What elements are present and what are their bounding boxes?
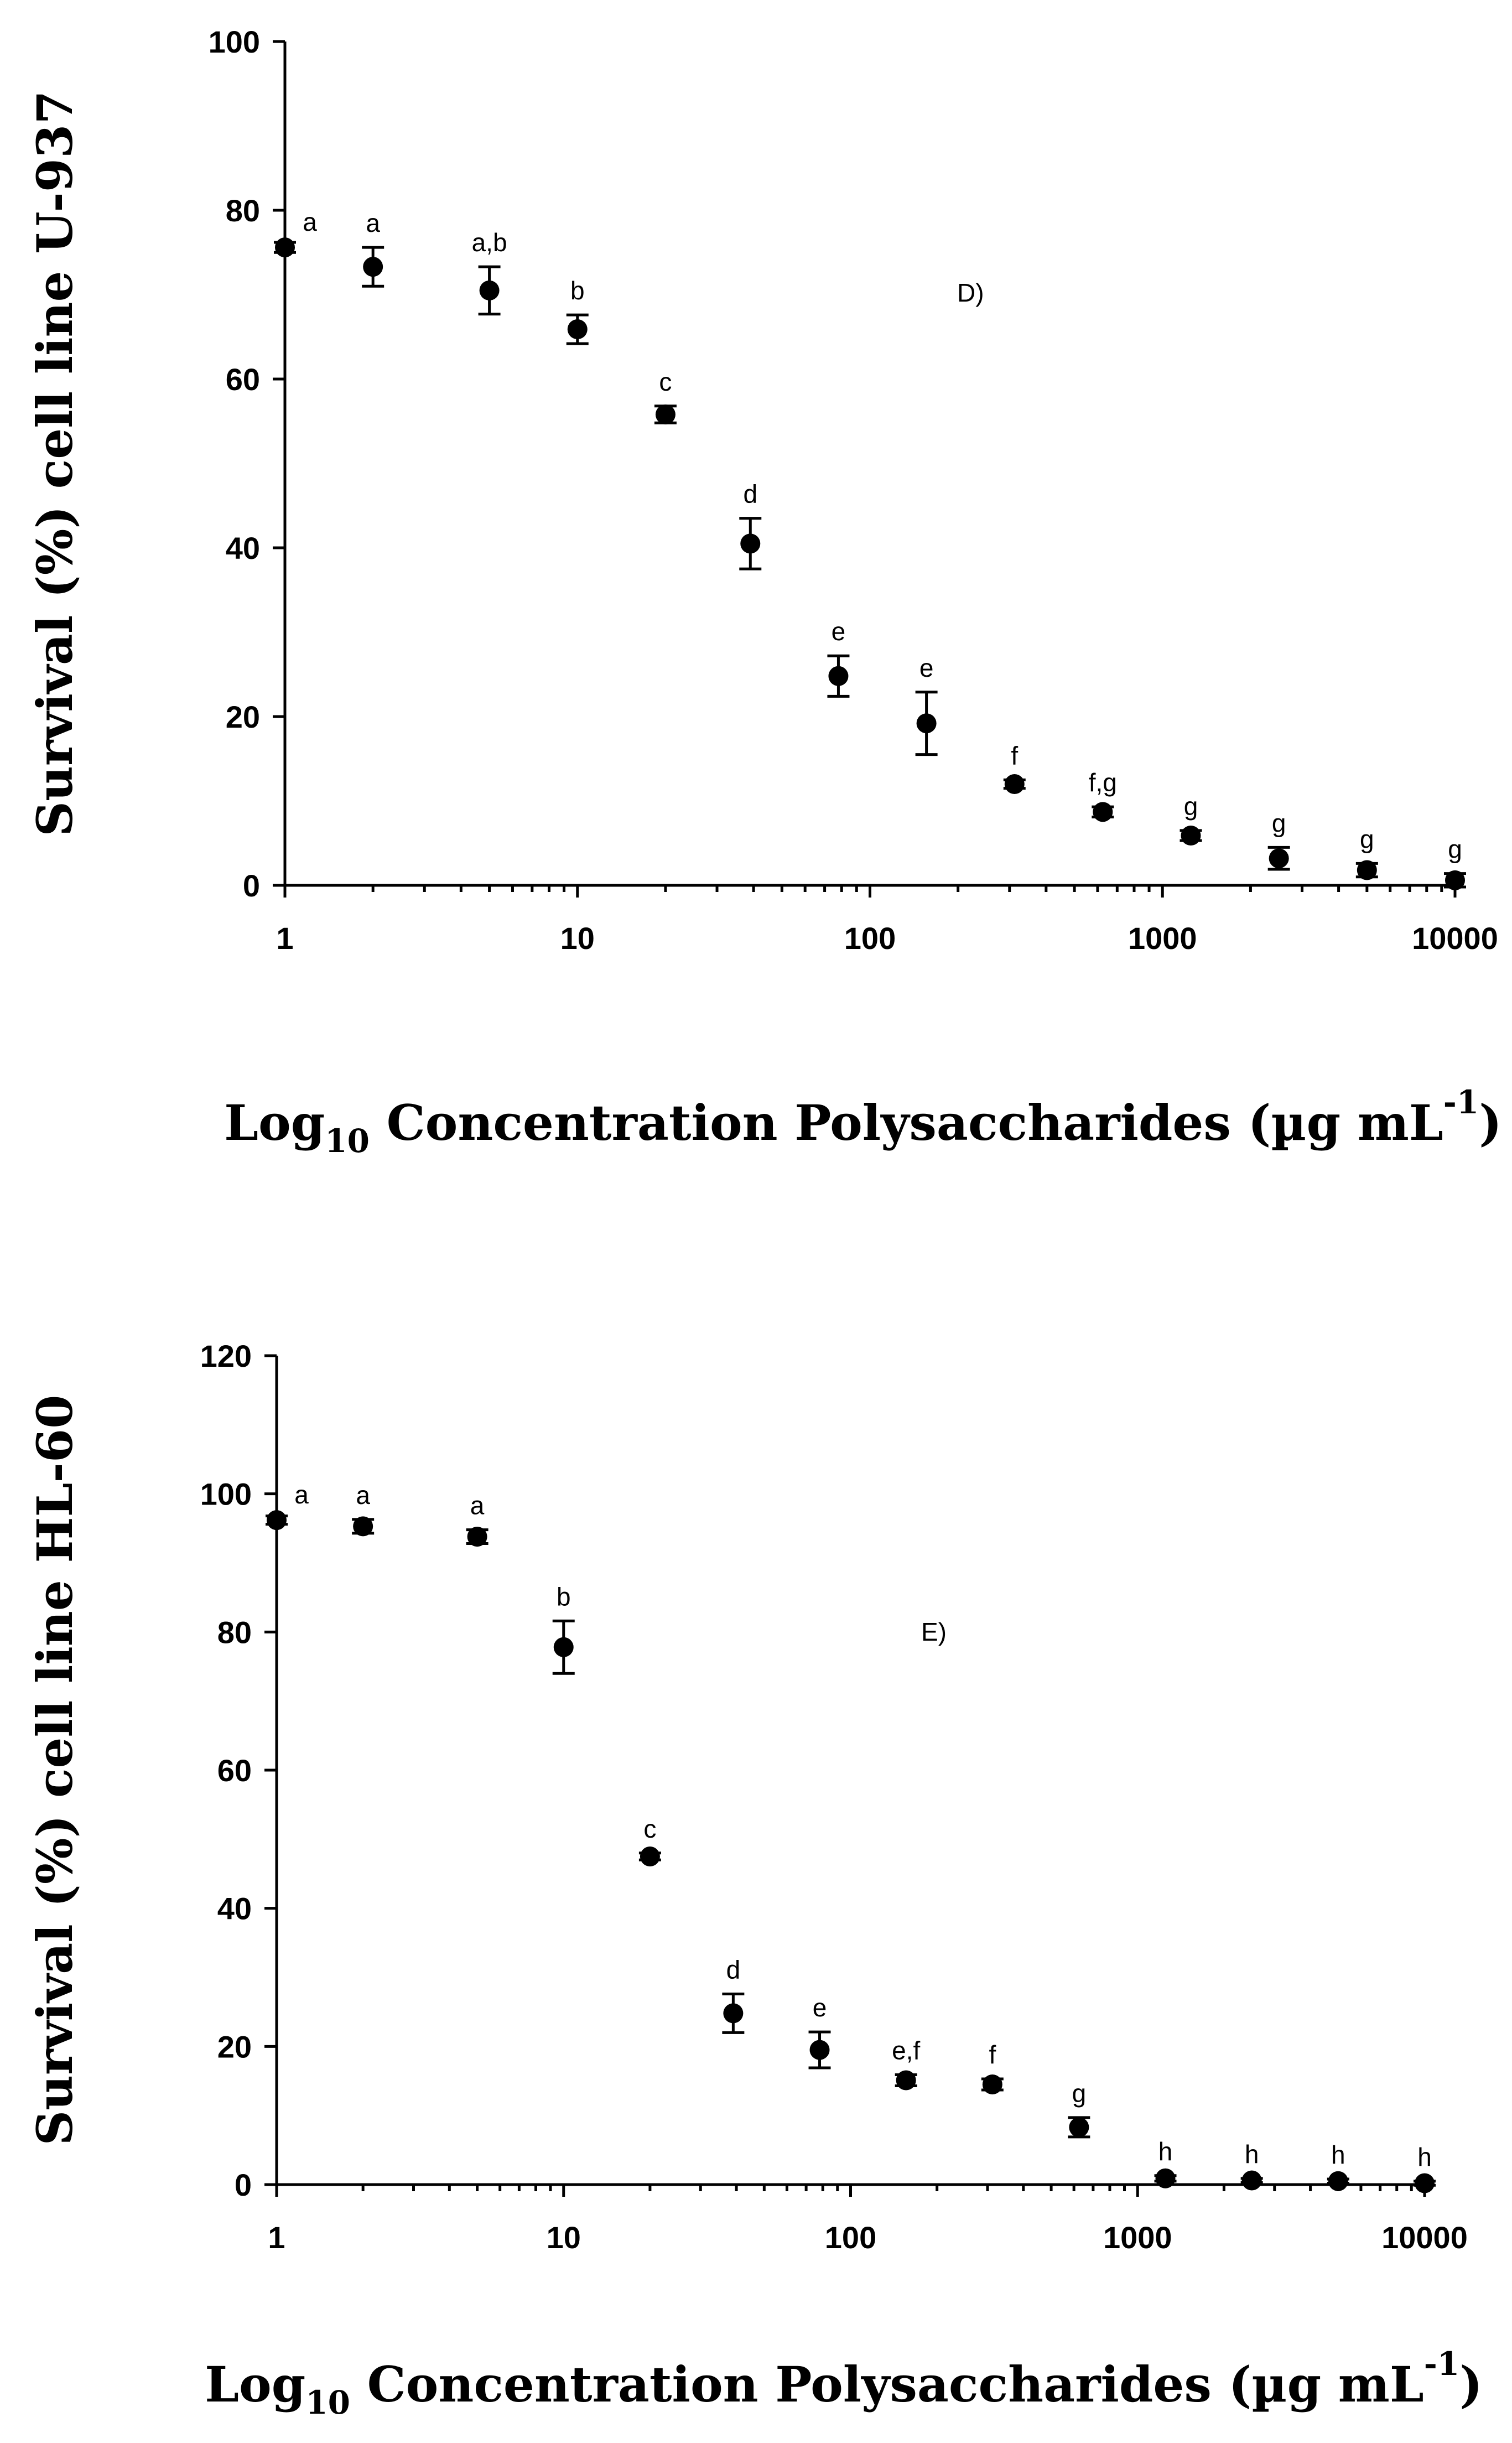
y-tick-label: 60 [217,1753,252,1788]
x-tick-label: 1 [276,921,293,956]
significance-letter: h [1245,2140,1259,2169]
significance-letter: d [743,480,757,509]
significance-letter: h [1331,2140,1345,2169]
data-point [1241,2170,1262,2191]
significance-letter: e,f [892,2036,920,2065]
data-point [809,2040,830,2060]
data-point [1004,774,1025,794]
data-point [1069,2117,1089,2138]
y-tick-label: 40 [217,1891,252,1926]
data-point [1415,2173,1435,2193]
y-tick-label: 120 [200,1339,252,1373]
data-point [363,257,383,277]
x-tick-label: 100 [825,2220,876,2255]
y-tick-label: 100 [200,1477,252,1512]
data-point [1269,848,1289,869]
x-tick-label: 1 [268,2220,285,2255]
data-point [1445,870,1465,890]
significance-letter: g [1272,808,1286,837]
significance-letter: e [832,617,846,646]
significance-letter: f [989,2040,996,2069]
data-point [723,2003,744,2024]
chart-panel-d: 0 20 40 60 80 100 1 10 100 1000 10000 a a a,b b c d e e f f,… [26,24,1502,1160]
data-point [896,2070,916,2091]
data-point [1155,2168,1176,2188]
significance-letter: g [1448,835,1462,864]
significance-letter: a [356,1481,370,1510]
x-tick-label: 10000 [1381,2220,1468,2255]
significance-letter: e [813,1993,827,2022]
x-tick-label: 10 [560,921,595,956]
significance-letter: a [294,1480,309,1509]
significance-letter: a [470,1491,485,1520]
y-tick-label: 0 [235,2167,252,2202]
significance-letter: a,b [472,228,507,257]
data-point [740,533,761,554]
significance-letter: c [643,1814,656,1843]
data-point [1181,826,1201,846]
data-point [1328,2171,1348,2191]
significance-letter: a [366,209,380,237]
data-point [267,1510,287,1531]
y-tick-label: 80 [226,193,260,228]
x-tick-label: 100 [844,921,896,956]
data-point [479,280,500,300]
significance-letter: h [1417,2143,1432,2171]
x-axis-title: Log10 Concentration Polysaccharides (µg … [205,2345,1483,2421]
significance-letter: a [303,208,317,236]
data-point [916,713,937,734]
data-point [982,2074,1002,2094]
x-tick-label: 1000 [1128,921,1197,956]
y-tick-label: 20 [217,2029,252,2064]
data-point [467,1527,487,1547]
significance-letter: f [1011,741,1018,770]
significance-letter: b [557,1582,571,1611]
x-tick-label: 10000 [1412,921,1498,956]
y-tick-label: 20 [226,699,260,734]
y-tick-label: 80 [217,1615,252,1650]
y-axis-title: Survival (%) cell line HL-60 [26,1395,84,2146]
data-point [640,1846,660,1867]
significance-letter: g [1360,824,1374,853]
y-tick-label: 60 [226,362,260,397]
data-point [1357,860,1377,880]
x-tick-label: 10 [547,2220,581,2255]
data-point [1093,802,1113,822]
x-axis-title: Log10 Concentration Polysaccharides (µg … [224,1083,1502,1160]
significance-letter: g [1072,2079,1087,2108]
data-point [275,237,295,258]
significance-letter: c [659,367,672,396]
data-point [828,666,849,686]
panel-label: D) [957,278,984,307]
y-tick-label: 0 [243,868,260,903]
data-point [353,1516,373,1537]
significance-letter: d [726,1955,741,1984]
significance-letter: b [570,276,585,305]
data-point [553,1637,574,1657]
panel-label: E) [921,1617,947,1646]
significance-letter: e [919,653,934,682]
y-axis-title: Survival (%) cell line U-937 [26,90,84,836]
data-point [567,319,588,340]
y-tick-label: 100 [209,24,260,59]
significance-letter: g [1184,792,1198,821]
y-tick-label: 40 [226,531,260,566]
significance-letter: f,g [1089,768,1117,797]
data-point [655,404,676,425]
x-tick-label: 1000 [1103,2220,1172,2255]
significance-letter: h [1158,2137,1173,2166]
